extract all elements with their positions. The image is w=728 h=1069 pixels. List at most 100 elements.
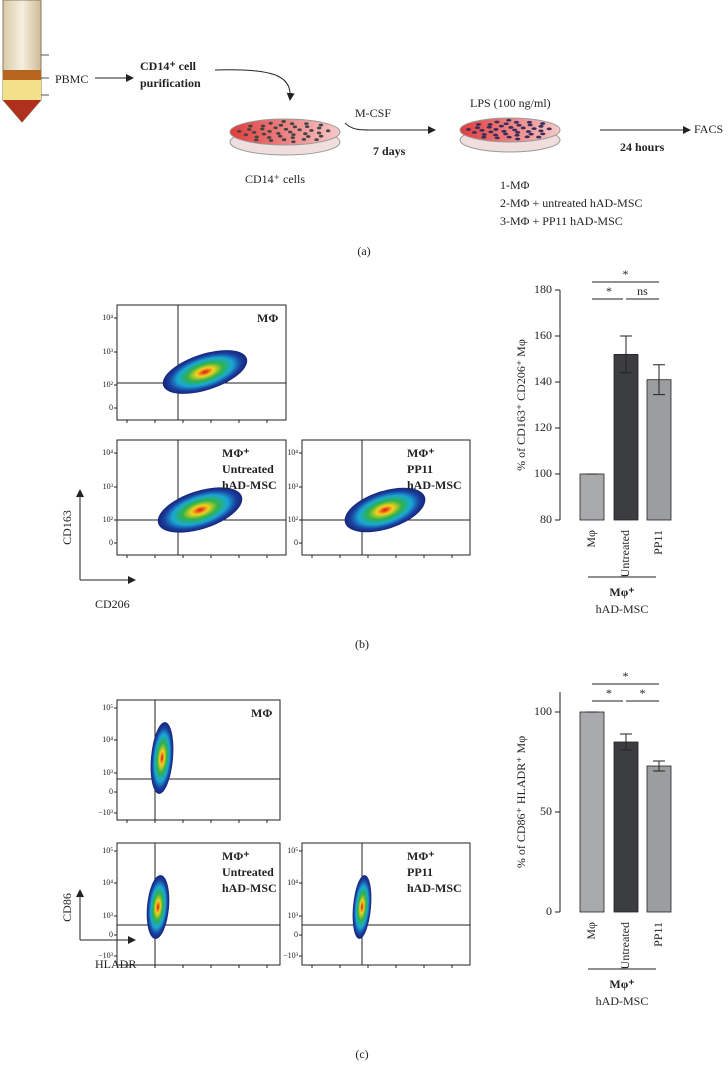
cell-dot: [292, 125, 298, 129]
cell-dot: [291, 140, 296, 144]
cell-dot: [538, 129, 544, 133]
axis-label: CD163: [60, 510, 74, 545]
plot-label: MΦ⁺: [407, 849, 435, 863]
flow-tick-label: 10⁵: [287, 846, 298, 855]
step-label: CD14⁺ cell: [140, 59, 197, 73]
bar: [579, 473, 605, 521]
cell-dot: [506, 135, 512, 139]
cell-dot: [251, 131, 257, 134]
cell-dot: [237, 129, 242, 133]
cell-dot: [248, 124, 253, 128]
significance-label: *: [640, 686, 646, 700]
cell-dot: [528, 132, 534, 136]
panel-label: (b): [355, 637, 369, 651]
cell-dot: [471, 131, 478, 134]
cell-dot: [316, 126, 322, 130]
plot-label: hAD-MSC: [222, 881, 277, 895]
plot-label: hAD-MSC: [407, 881, 462, 895]
y-tick-label: 160: [534, 328, 552, 342]
plot-label: MΦ⁺: [407, 446, 435, 460]
flow-plot-frame: [116, 304, 287, 421]
flow-tick-label: 0: [109, 930, 113, 939]
flow-tick-label: 10⁵: [102, 846, 113, 855]
flow-tick-label: 10²: [288, 515, 299, 524]
cell-dot: [506, 118, 512, 122]
y-tick-label: 100: [534, 704, 552, 718]
cell-dot: [316, 131, 322, 135]
cell-dot: [268, 139, 274, 142]
flow-tick-label: 10⁴: [102, 448, 113, 457]
significance-label: *: [606, 284, 612, 298]
cell-dot: [261, 132, 267, 136]
cell-dot: [475, 123, 482, 126]
flow-tick-label: −10³: [98, 808, 114, 817]
cell-dot: [516, 123, 522, 127]
cell-dot: [494, 136, 500, 140]
axis-label: CD86: [60, 893, 74, 922]
cell-dot: [291, 133, 296, 136]
axis-label: HLADR: [95, 957, 136, 971]
flow-tick-label: 10⁴: [102, 878, 113, 887]
cell-dot: [318, 134, 324, 138]
flow-tick-label: −10³: [98, 951, 114, 960]
cell-dot: [290, 136, 295, 140]
y-tick-label: 0: [546, 904, 552, 918]
cell-dot: [503, 122, 509, 126]
plot-label: Untreated: [222, 462, 274, 476]
cell-dot: [267, 129, 272, 133]
cell-dot: [465, 128, 471, 131]
flow-tick-label: 0: [109, 538, 113, 547]
flow-plot-frame: [116, 439, 287, 556]
bar: [646, 765, 672, 913]
density-blob: [352, 875, 372, 939]
flow-tick-label: 10⁴: [287, 878, 298, 887]
condition: 2-MΦ + untreated hAD-MSC: [500, 196, 643, 210]
condition: 3-MΦ + PP11 hAD-MSC: [500, 214, 623, 228]
cell-dot: [281, 120, 286, 123]
density-blob: [162, 350, 248, 394]
cell-dot: [246, 128, 252, 131]
flow-tick-label: 10⁴: [287, 448, 298, 457]
pbmc-label: PBMC: [55, 72, 88, 86]
cell-dot: [512, 128, 518, 132]
group-label: Mφ⁺: [609, 585, 634, 599]
cell-dot: [508, 126, 514, 129]
cell-dot: [479, 128, 485, 132]
y-tick-label: 80: [540, 512, 552, 526]
cell-dot: [260, 127, 265, 131]
panel-label: (c): [355, 1047, 368, 1061]
cell-dot: [494, 120, 500, 124]
flow-plot-frame: [116, 699, 281, 821]
x-tick-label: Untreated: [618, 530, 632, 577]
flow-tick-label: 10³: [288, 482, 299, 491]
cell-dot: [524, 135, 530, 139]
cell-dot: [513, 120, 520, 124]
flow-tick-label: 10³: [103, 768, 114, 777]
flow-tick-label: 0: [109, 403, 113, 412]
cell-dot: [540, 132, 546, 136]
flow-tick-label: 10³: [103, 911, 114, 920]
y-tick-label: 180: [534, 282, 552, 296]
cell-dot: [481, 133, 487, 136]
flow-tick-label: 10³: [103, 347, 114, 356]
cell-dot: [301, 138, 307, 141]
condition: 1-MΦ: [500, 178, 530, 192]
x-tick-label: Untreated: [618, 922, 632, 969]
flow-plot-frame: [116, 842, 281, 966]
cell-dot: [492, 133, 499, 137]
cell-dot: [515, 137, 521, 141]
arrow: [344, 122, 436, 134]
bar: [646, 379, 672, 521]
tube: [2, 0, 49, 123]
group-label: Mφ⁺: [609, 977, 634, 991]
cell-dot: [278, 134, 283, 138]
cell-dot: [318, 123, 324, 127]
density-blob: [157, 487, 243, 533]
cell-dot: [268, 121, 273, 125]
cell-dot: [304, 125, 310, 129]
bar: [613, 353, 639, 521]
error-bar: [653, 760, 665, 772]
y-axis-label: % of CD86⁺ HLADR⁺ Mφ: [514, 736, 528, 868]
cell-dot: [243, 133, 249, 137]
